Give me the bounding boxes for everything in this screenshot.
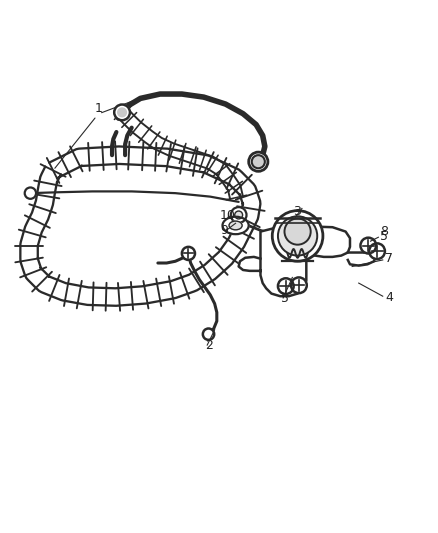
Text: 3: 3 — [293, 205, 301, 218]
Polygon shape — [239, 257, 261, 271]
Circle shape — [25, 188, 36, 199]
Text: 1: 1 — [95, 101, 102, 115]
Circle shape — [182, 247, 195, 260]
Circle shape — [278, 278, 293, 294]
Text: 4: 4 — [385, 292, 393, 304]
Circle shape — [278, 216, 317, 256]
Ellipse shape — [223, 217, 249, 234]
Circle shape — [285, 219, 311, 245]
Circle shape — [231, 207, 247, 223]
Text: 8: 8 — [381, 225, 389, 238]
Text: 10: 10 — [220, 209, 236, 222]
Circle shape — [118, 108, 127, 117]
Text: 2: 2 — [205, 340, 213, 352]
Polygon shape — [261, 227, 350, 296]
Circle shape — [203, 328, 214, 340]
Circle shape — [291, 277, 307, 293]
Text: 7: 7 — [385, 252, 393, 265]
Text: 5: 5 — [281, 292, 289, 305]
Circle shape — [114, 104, 130, 120]
Circle shape — [360, 238, 376, 253]
Circle shape — [235, 211, 243, 219]
Polygon shape — [348, 253, 375, 265]
Text: 5: 5 — [380, 230, 388, 243]
Circle shape — [252, 155, 265, 168]
Ellipse shape — [229, 221, 242, 230]
Circle shape — [272, 211, 323, 261]
Circle shape — [369, 244, 385, 259]
Text: 9: 9 — [220, 224, 228, 237]
Circle shape — [249, 152, 268, 171]
